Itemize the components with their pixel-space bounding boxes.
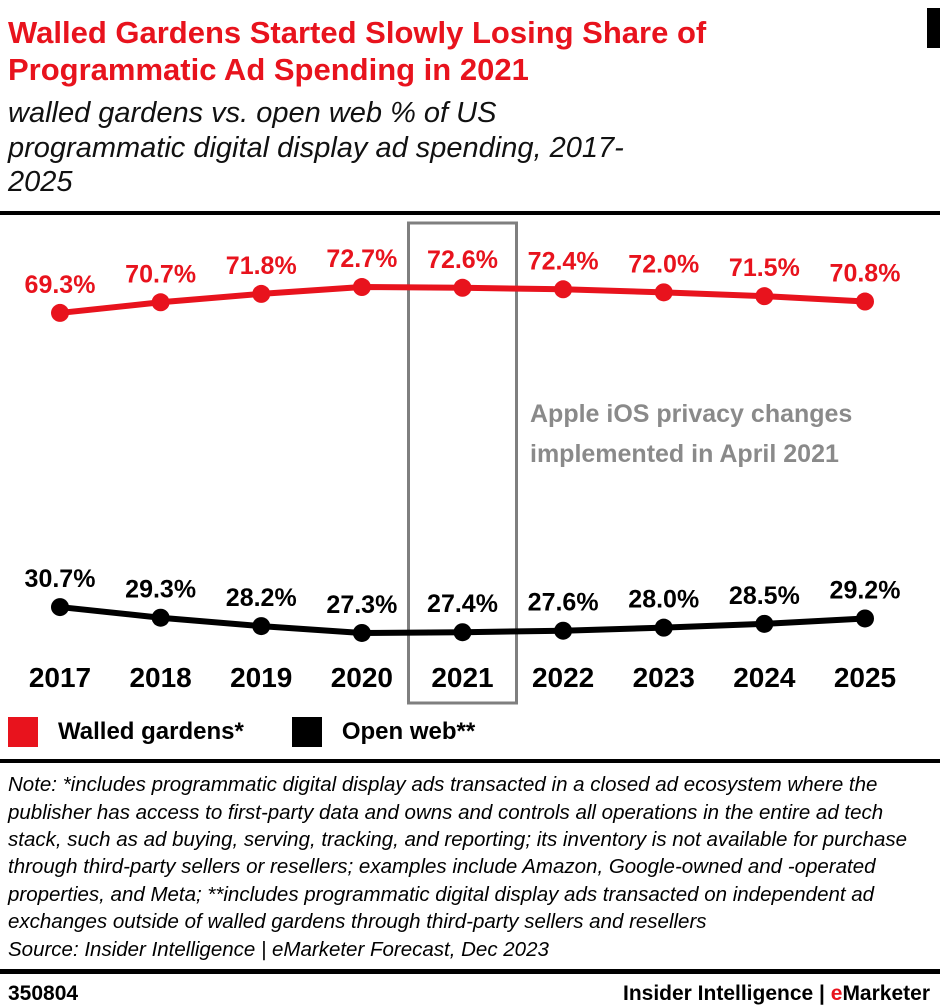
value-label: 27.3%	[326, 591, 397, 619]
data-point	[654, 283, 673, 302]
legend-label-walled-gardens: Walled gardens*	[58, 718, 244, 746]
chart-area: 69.3% 70.7% 71.8% 72.7% 72.6% 72.4% 72.0% 71.5%…	[0, 215, 940, 715]
data-point	[856, 609, 874, 628]
annotation-line-2: implemented in April 2021	[530, 440, 839, 468]
note-text: Note: *includes programmatic digital dis…	[8, 773, 908, 934]
data-point	[151, 293, 170, 312]
data-point	[554, 621, 573, 640]
data-point	[151, 608, 170, 627]
walled-gardens-swatch	[8, 717, 38, 748]
value-label: 27.4%	[427, 590, 498, 618]
brand-main: Insider Intelligence |	[622, 982, 831, 1006]
value-label: 29.3%	[125, 576, 196, 604]
x-axis-label: 2024	[733, 662, 796, 693]
chart-id: 350804	[8, 982, 79, 1006]
value-label: 70.8%	[830, 260, 901, 288]
value-label: 71.8%	[226, 252, 297, 280]
legend-label-open-web: Open web**	[341, 718, 476, 746]
data-point	[51, 598, 69, 617]
value-label: 71.5%	[729, 254, 800, 282]
value-label: 72.6%	[427, 246, 498, 274]
line-chart: 69.3% 70.7% 71.8% 72.7% 72.6% 72.4% 72.0% 71.5%…	[25, 221, 901, 705]
legend: Walled gardens* Open web**	[0, 717, 940, 748]
data-point	[755, 287, 774, 306]
highlight-box	[407, 221, 518, 705]
value-label: 27.6%	[528, 589, 599, 617]
data-point	[453, 278, 472, 297]
value-label: 72.4%	[528, 247, 599, 275]
brand-e: e	[830, 982, 843, 1006]
value-label: 70.7%	[125, 260, 196, 288]
x-axis-label: 2020	[331, 662, 393, 693]
value-label: 28.0%	[628, 586, 699, 614]
brand-logo: Insider Intelligence | eMarketer	[623, 982, 930, 1006]
x-axis-label: 2019	[230, 662, 292, 693]
header: Walled Gardens Started Slowly Losing Sha…	[0, 0, 940, 199]
data-point	[51, 303, 69, 322]
x-axis-label: 2022	[532, 662, 594, 693]
footer-divider	[0, 969, 940, 975]
annotation-line-1: Apple iOS privacy changes	[530, 400, 852, 428]
open-web-swatch	[291, 717, 322, 748]
value-label: 30.7%	[25, 565, 96, 593]
value-label: 69.3%	[25, 271, 96, 299]
data-point	[252, 284, 271, 303]
data-point	[252, 617, 271, 636]
data-point	[453, 623, 472, 642]
value-label: 28.5%	[729, 582, 800, 610]
data-point	[755, 614, 774, 633]
legend-item-open-web: Open web**	[291, 717, 476, 748]
note-section: Note: *includes programmatic digital dis…	[0, 763, 940, 963]
brand-rest: Marketer	[842, 982, 930, 1006]
value-label: 29.2%	[830, 577, 901, 605]
data-point	[352, 278, 371, 297]
value-label: 72.7%	[326, 245, 397, 273]
x-axis-label: 2017	[29, 662, 91, 693]
top-right-accent-bar	[927, 8, 940, 48]
data-point	[554, 280, 573, 299]
source-text: Source: Insider Intelligence | eMarketer…	[8, 937, 549, 961]
value-label: 72.0%	[628, 250, 699, 278]
legend-item-walled-gardens: Walled gardens*	[8, 717, 244, 748]
x-axis-label: 2021	[431, 662, 493, 693]
data-point	[352, 624, 371, 643]
page-title: Walled Gardens Started Slowly Losing Sha…	[8, 15, 707, 88]
x-axis-label: 2018	[129, 662, 191, 693]
x-axis-label: 2023	[633, 662, 695, 693]
data-point	[856, 292, 874, 311]
page-subtitle: walled gardens vs. open web % of US prog…	[8, 97, 624, 198]
footer: 350804 Insider Intelligence | eMarketer	[0, 974, 940, 1006]
data-point	[654, 618, 673, 637]
divider-under-subtitle	[0, 211, 940, 216]
x-axis-label: 2025	[834, 662, 896, 693]
divider-above-note	[0, 759, 940, 764]
value-label: 28.2%	[226, 584, 297, 612]
